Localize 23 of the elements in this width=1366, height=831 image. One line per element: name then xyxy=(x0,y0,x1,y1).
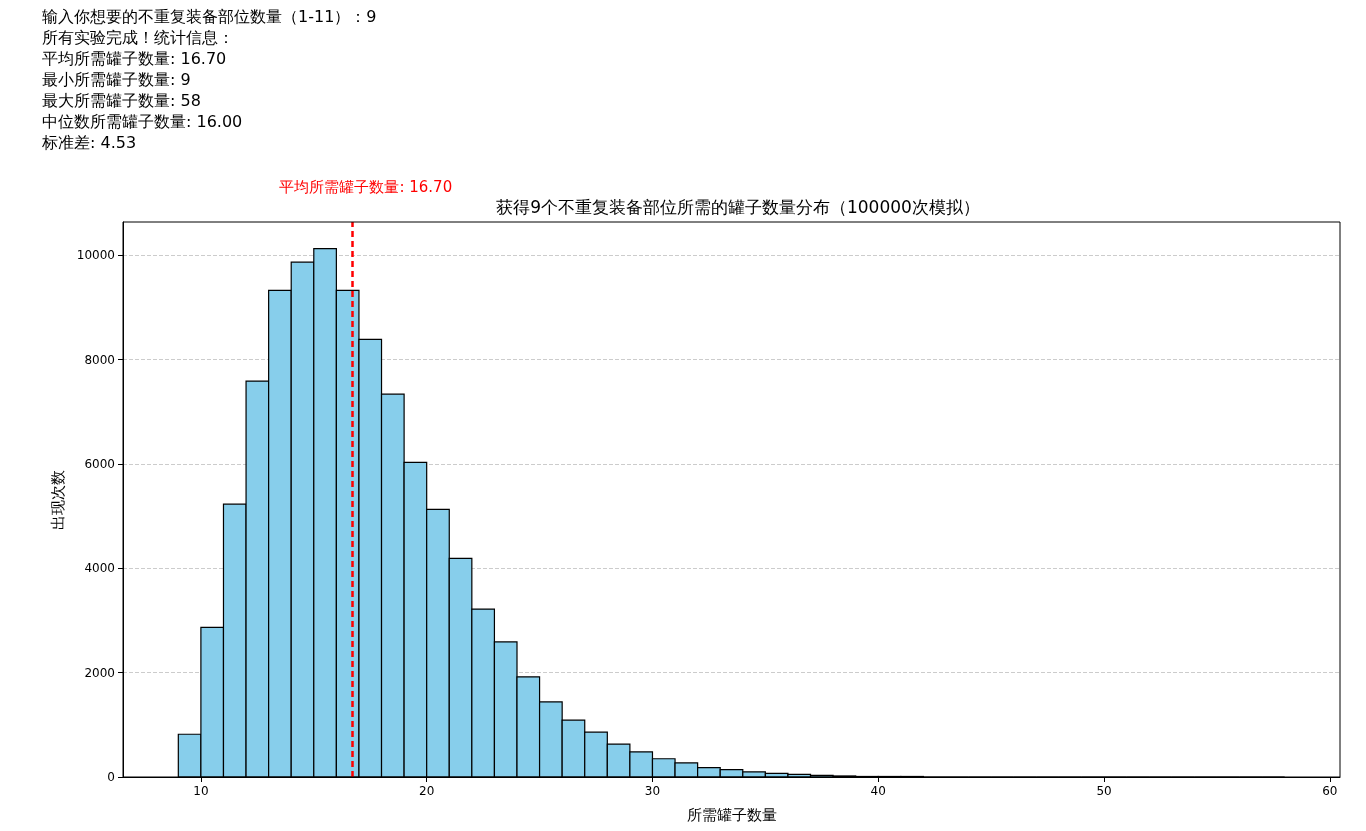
text: 平均所需罐子数量: 16.70 xyxy=(42,48,228,69)
text: 输入你想要的不重复装备部位数量（1-11）：9 xyxy=(42,6,377,27)
x-tick-label: 20 xyxy=(419,784,435,798)
x-tick-label: 30 xyxy=(644,784,661,798)
y-tick-label: 10000 xyxy=(76,248,115,263)
y-tick-label: 6000 xyxy=(84,457,115,472)
chart-title: 获得9个不重复装备部位所需的罐子数量分布（100000次模拟） xyxy=(496,196,980,217)
text: 标准差: 4.53 xyxy=(42,132,138,153)
x-tick-label: 10 xyxy=(193,784,209,798)
y-tick-label: 0 xyxy=(107,770,115,784)
x-tick-label: 40 xyxy=(870,784,886,798)
y-axis-title: 出现次数 xyxy=(48,469,67,530)
x-tick-label: 60 xyxy=(1322,784,1338,798)
y-tick-label: 8000 xyxy=(84,352,115,367)
text: 所有实验完成！统计信息： xyxy=(42,27,235,48)
x-axis-title: 所需罐子数量 xyxy=(686,805,777,824)
y-tick-label: 2000 xyxy=(84,665,115,680)
text: 最大所需罐子数量: 58 xyxy=(42,90,202,111)
ref-line-label: 平均所需罐子数量: 16.70 xyxy=(279,177,453,196)
text: 中位数所需罐子数量: 16.00 xyxy=(42,111,244,132)
text: 最小所需罐子数量: 9 xyxy=(42,69,192,90)
x-tick-label: 50 xyxy=(1096,784,1112,798)
y-tick-label: 4000 xyxy=(84,561,115,576)
